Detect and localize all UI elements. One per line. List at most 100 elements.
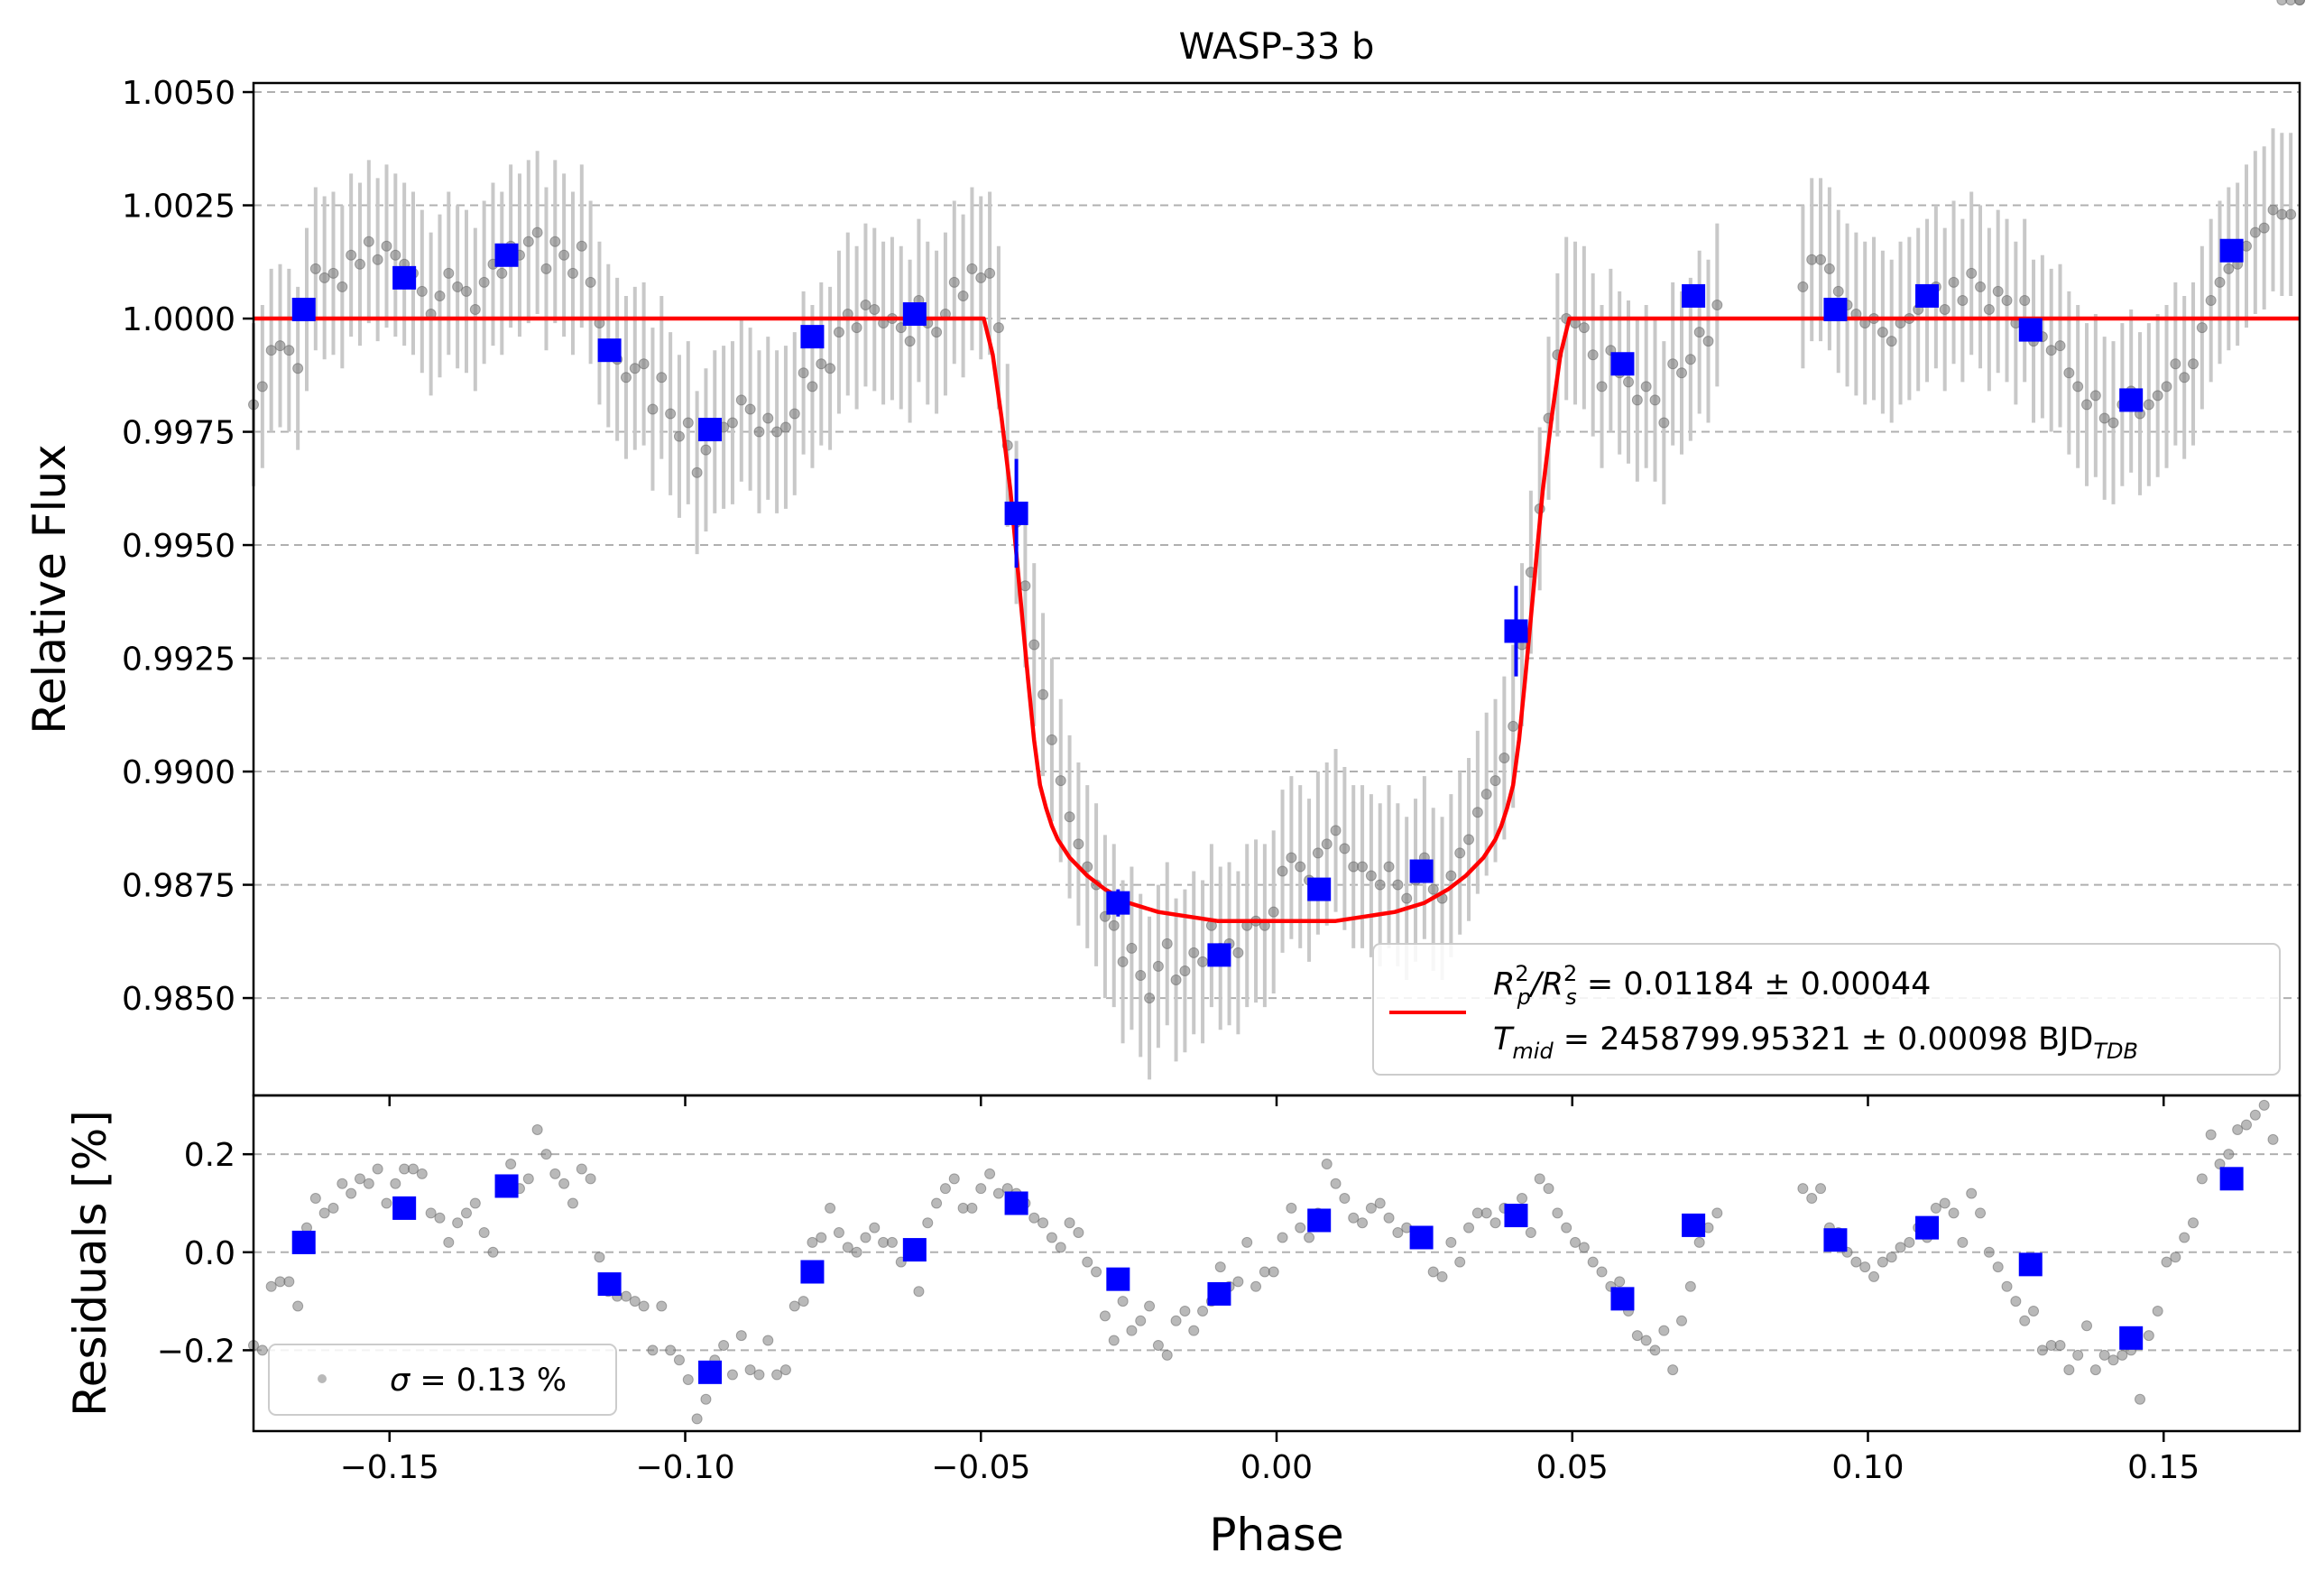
raw-residual-point: [1117, 1296, 1129, 1307]
raw-flux-point: [1135, 969, 1147, 981]
raw-residual-point: [1214, 1261, 1226, 1273]
raw-residual-point: [2205, 1129, 2217, 1141]
binned-flux-point: [2219, 238, 2244, 263]
raw-residual-point: [1904, 1236, 1915, 1248]
raw-residual-point: [1348, 1212, 1360, 1224]
raw-flux-point: [1684, 354, 1696, 365]
raw-flux-point: [1046, 734, 1057, 745]
raw-residual-point: [1859, 1261, 1871, 1273]
raw-residual-point: [1028, 1212, 1040, 1224]
raw-residual-point: [443, 1236, 455, 1248]
raw-residual-point: [682, 1373, 694, 1385]
phase-x-tick-label: −0.10: [635, 1449, 734, 1486]
raw-residual-point: [363, 1178, 374, 1189]
raw-flux-point: [771, 426, 783, 438]
raw-residual-point: [833, 1227, 844, 1239]
raw-residual-point: [2089, 1364, 2101, 1376]
binned-flux-point: [494, 243, 519, 267]
raw-residual-point: [283, 1276, 295, 1288]
raw-residual-point: [1596, 1266, 1608, 1278]
raw-flux-point: [2081, 399, 2093, 411]
raw-residual-point: [1339, 1193, 1351, 1205]
raw-flux-point: [1126, 942, 1138, 954]
raw-flux-point: [2019, 294, 2031, 306]
raw-flux-point: [292, 363, 304, 374]
raw-residual-point: [1232, 1276, 1244, 1288]
raw-residual-point: [886, 1236, 898, 1248]
raw-flux-point: [762, 412, 774, 424]
model-legend-box: [1372, 943, 2281, 1076]
raw-flux-point: [2089, 390, 2101, 402]
binned-residual-point: [2018, 1252, 2043, 1277]
phase-x-tick-label: 0.00: [1240, 1449, 1313, 1486]
raw-residual-point: [629, 1296, 641, 1307]
phase-x-tick-label: 0.10: [1831, 1449, 1904, 1486]
raw-residual-point: [2036, 1344, 2048, 1356]
raw-flux-point: [700, 444, 712, 456]
raw-residual-point: [1082, 1256, 1093, 1268]
raw-residual-point: [256, 1344, 268, 1356]
flux-y-tick-label: 1.0000: [122, 301, 235, 338]
phase-x-tick-label: 0.05: [1536, 1449, 1609, 1486]
raw-residual-point: [2276, 0, 2288, 5]
raw-residual-point: [1374, 1197, 1386, 1209]
raw-residual-point: [788, 1300, 800, 1312]
flux-y-tick-label: 0.9950: [122, 528, 235, 565]
raw-flux-point: [816, 358, 827, 370]
raw-residual-point: [860, 1232, 872, 1243]
transit-model-curve: [254, 316, 2300, 923]
binned-residual-point: [1207, 1281, 1231, 1306]
raw-flux-point: [478, 276, 490, 288]
raw-flux-point: [372, 254, 383, 265]
binned-residual-point: [597, 1272, 622, 1297]
raw-residual-point: [434, 1212, 446, 1224]
raw-flux-point: [1339, 843, 1351, 855]
raw-flux-point: [1232, 947, 1244, 958]
raw-flux-point: [1383, 861, 1395, 873]
binned-flux-point: [2018, 318, 2043, 342]
raw-residual-point: [1930, 1202, 1941, 1214]
transit-gridlines: [254, 91, 2300, 1000]
raw-residual-point: [1357, 1217, 1369, 1229]
raw-residual-point: [1073, 1227, 1084, 1239]
raw-residual-point: [2241, 1119, 2253, 1131]
raw-residual-point: [700, 1393, 712, 1405]
raw-flux-point: [1454, 847, 1466, 859]
residuals-y-axis-label: Residuals [%]: [64, 1110, 116, 1417]
raw-residual-point: [1561, 1222, 1572, 1233]
raw-residual-point: [2001, 1280, 2013, 1292]
residuals-y-tick-label: 0.2: [184, 1137, 235, 1174]
raw-residual-point: [1463, 1222, 1475, 1233]
raw-flux-point: [390, 249, 401, 261]
binned-flux-point: [1004, 501, 1028, 525]
raw-residual-point: [1877, 1256, 1888, 1268]
raw-flux-point: [576, 240, 587, 252]
raw-residual-point: [1304, 1232, 1315, 1243]
raw-flux-point: [1499, 753, 1510, 763]
binned-flux-point: [1610, 352, 1635, 376]
raw-residual-point: [1277, 1232, 1288, 1243]
binned-flux-points: [291, 238, 2244, 967]
binned-residual-point: [1823, 1228, 1848, 1252]
transit-model-line: [254, 316, 2300, 923]
binned-residual-point: [2119, 1326, 2144, 1350]
raw-flux-point: [2161, 381, 2172, 393]
raw-flux-point: [1038, 688, 1049, 700]
raw-residual-point: [1975, 1207, 1987, 1219]
raw-residual-point: [2214, 1159, 2226, 1170]
raw-flux-point: [256, 381, 268, 393]
phase-x-tick-label: −0.15: [340, 1449, 439, 1486]
flux-y-tick-label: 0.9850: [122, 981, 235, 1018]
raw-flux-point: [1152, 960, 1164, 972]
raw-flux-point: [265, 345, 277, 356]
raw-flux-point: [2223, 263, 2235, 274]
binned-residual-point: [494, 1174, 519, 1198]
raw-flux-point: [1179, 965, 1191, 976]
raw-residual-point: [1268, 1266, 1279, 1278]
raw-residual-point: [2249, 1109, 2261, 1121]
raw-flux-point: [1983, 304, 1995, 316]
binned-residual-point: [291, 1230, 316, 1254]
raw-residual-point: [1099, 1310, 1111, 1322]
binned-residual-point: [902, 1238, 927, 1262]
raw-residual-point: [1365, 1202, 1377, 1214]
